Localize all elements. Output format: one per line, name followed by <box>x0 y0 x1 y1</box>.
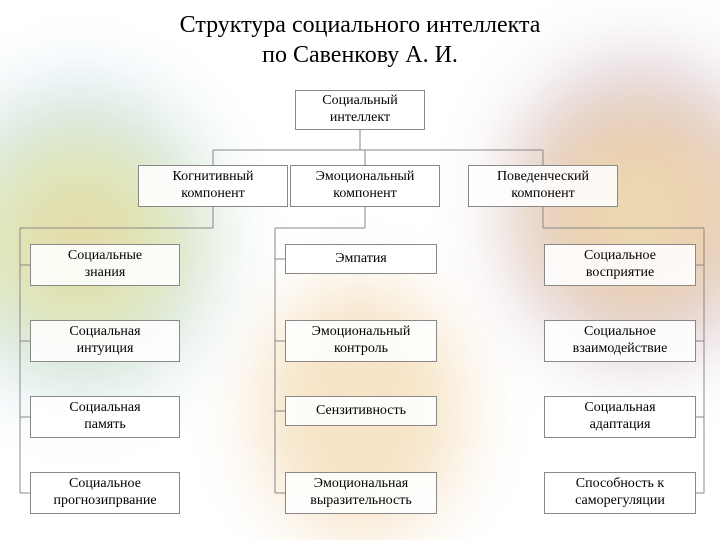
node-comp3: Поведенческийкомпонент <box>468 165 618 207</box>
node-c2c: Сензитивность <box>285 396 437 426</box>
node-c1d: Социальноепрогнозипрвание <box>30 472 180 514</box>
node-comp1: Когнитивныйкомпонент <box>138 165 288 207</box>
node-c1b: Социальнаяинтуиция <box>30 320 180 362</box>
node-c3c: Социальнаяадаптация <box>544 396 696 438</box>
node-comp2: Эмоциональныйкомпонент <box>290 165 440 207</box>
node-c1c: Социальнаяпамять <box>30 396 180 438</box>
node-c2d: Эмоциональнаявыразительность <box>285 472 437 514</box>
node-root: Социальныйинтеллект <box>295 90 425 130</box>
node-c1a: Социальныезнания <box>30 244 180 286</box>
node-c3d: Способность ксаморегуляции <box>544 472 696 514</box>
node-c2b: Эмоциональныйконтроль <box>285 320 437 362</box>
node-c3b: Социальноевзаимодействие <box>544 320 696 362</box>
node-c2a: Эмпатия <box>285 244 437 274</box>
node-c3a: Социальноевосприятие <box>544 244 696 286</box>
